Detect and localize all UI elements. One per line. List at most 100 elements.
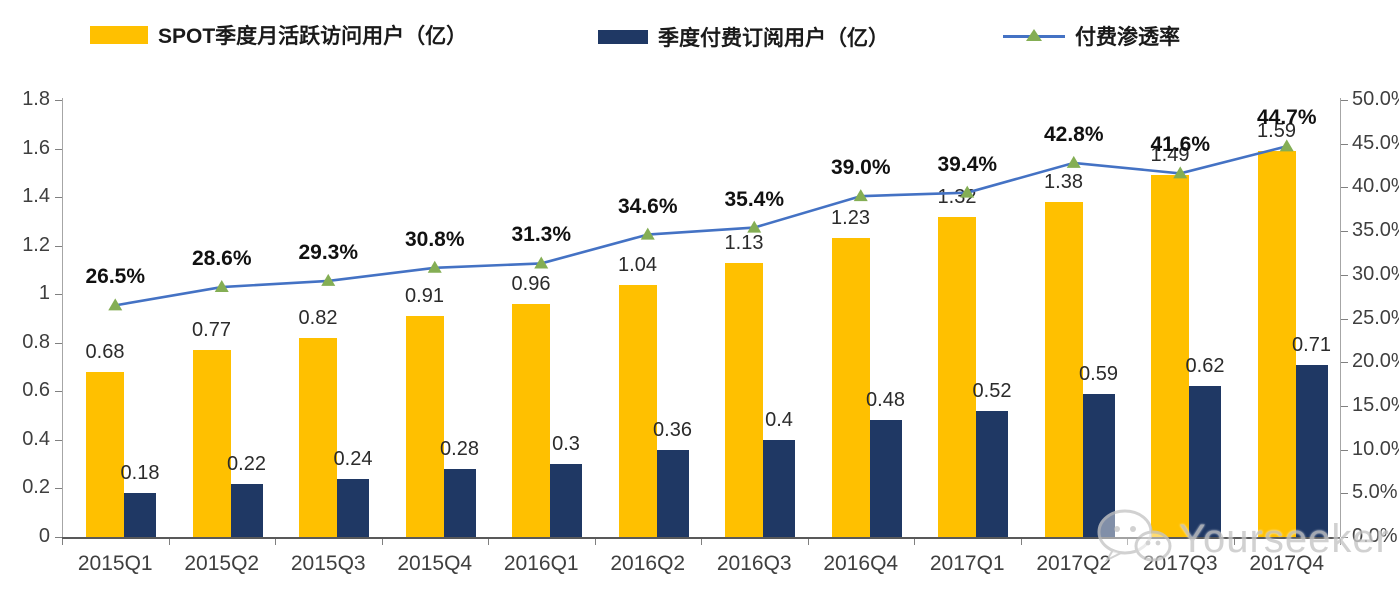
mau-bar: [618, 284, 657, 537]
wechat-icon: [1097, 509, 1172, 563]
penetration-rate-label: 29.3%: [298, 240, 359, 264]
mau-value-label: 0.96: [511, 272, 551, 295]
left-axis-tick: [55, 294, 62, 296]
subscribers-bar: [656, 449, 689, 537]
subscribers-legend-swatch: [598, 30, 648, 44]
penetration-rate-label: 34.6%: [617, 194, 678, 218]
x-axis-label: 2015Q1: [77, 552, 153, 575]
left-axis-tick-label: 1.8: [22, 88, 50, 110]
left-axis-tick-label: 0.2: [22, 476, 50, 499]
subscribers-value-label: 0.28: [440, 438, 479, 461]
x-axis-tick: [701, 539, 702, 545]
subscribers-value-label: 0.71: [1292, 333, 1331, 356]
triangle-marker-icon: [640, 227, 655, 240]
x-axis-tick: [168, 539, 170, 545]
subscribers-bar: [1082, 393, 1115, 537]
x-axis-tick: [381, 539, 383, 545]
mau-bar: [831, 238, 870, 537]
subscribers-legend-label: 季度付费订阅用户（亿）: [658, 27, 889, 50]
penetration-rate-label: 31.3%: [511, 223, 572, 247]
x-axis-tick: [594, 539, 596, 545]
subscribers-value-label: 0.59: [1079, 362, 1118, 385]
x-axis-label: 2016Q2: [610, 552, 686, 575]
x-axis-tick: [807, 539, 809, 545]
mau-bar: [192, 350, 231, 537]
subscribers-value-label: 0.22: [227, 452, 266, 475]
subscribers-bar: [124, 493, 156, 537]
penetration-rate-label: 30.8%: [404, 227, 465, 251]
left-axis-tick: [55, 342, 62, 344]
mau-value-label: 1.32: [937, 185, 977, 208]
left-axis-tick-label: 1.4: [22, 185, 50, 208]
right-axis-line: [1340, 98, 1341, 537]
left-axis-tick: [55, 100, 62, 101]
x-axis-label: 2017Q1: [929, 552, 1005, 575]
right-axis-tick: [1341, 449, 1348, 451]
right-axis-tick-label: 50.0%: [1352, 88, 1399, 110]
subscribers-bar: [550, 464, 582, 537]
triangle-marker-icon: [427, 260, 442, 273]
subscribers-bar: [1189, 386, 1221, 537]
right-axis-tick-label: 45.0%: [1352, 131, 1399, 154]
penetration-rate-label: 26.5%: [85, 265, 146, 289]
mau-bar: [512, 303, 550, 537]
subscribers-value-label: 0.48: [866, 389, 905, 412]
penetration-rate-label: 39.0%: [830, 156, 891, 180]
left-axis-tick: [55, 488, 62, 490]
right-axis-tick-label: 15.0%: [1352, 393, 1399, 416]
legend-item-mau: SPOT季度月活跃访问用户（亿）: [90, 20, 467, 50]
triangle-marker-icon: [214, 280, 229, 293]
watermark-text: Yourseeker: [1179, 516, 1390, 561]
right-axis-tick: [1341, 362, 1348, 364]
mau-bar: [86, 371, 124, 537]
right-axis-tick-label: 10.0%: [1352, 437, 1399, 460]
triangle-marker-icon: [108, 298, 123, 311]
x-axis-tick: [1233, 539, 1235, 545]
x-axis-tick: [1127, 539, 1128, 545]
penetration-rate-label: 41.6%: [1150, 133, 1211, 157]
penetration-legend-marker: [1003, 26, 1065, 46]
right-axis-tick: [1341, 143, 1348, 145]
mau-bar: [405, 316, 444, 537]
left-axis-tick: [55, 245, 62, 247]
right-axis-tick-label: 30.0%: [1352, 262, 1399, 285]
mau-bar: [299, 337, 337, 537]
subscribers-bar: [443, 469, 476, 537]
left-axis-tick: [55, 537, 62, 538]
triangle-marker-icon: [853, 189, 868, 202]
mau-bar: [1044, 201, 1083, 537]
triangle-marker-icon: [534, 256, 549, 269]
x-axis-label: 2016Q3: [716, 552, 792, 575]
left-axis-tick-label: 1.6: [22, 136, 50, 159]
mau-value-label: 1.59: [1257, 119, 1296, 142]
mau-value-label: 0.91: [405, 285, 444, 308]
subscribers-bar: [337, 478, 369, 537]
mau-bar: [1151, 175, 1189, 537]
left-axis-tick-label: 1: [38, 282, 50, 305]
mau-value-label: 0.82: [298, 306, 338, 329]
x-axis-tick: [488, 539, 489, 545]
penetration-rate-label: 35.4%: [724, 187, 785, 211]
mau-value-label: 1.38: [1044, 170, 1083, 193]
mau-value-label: 0.77: [192, 319, 231, 342]
right-axis-tick: [1341, 231, 1348, 233]
subscribers-bar: [1295, 364, 1328, 537]
mau-bar: [725, 262, 763, 537]
left-axis-tick: [55, 148, 62, 150]
left-axis-tick: [55, 439, 62, 441]
subscribers-value-label: 0.3: [552, 433, 580, 456]
x-axis-line: [62, 537, 1340, 539]
left-axis-tick: [55, 391, 62, 393]
subscribers-bar: [976, 410, 1008, 537]
x-axis-label: 2015Q3: [290, 552, 366, 575]
penetration-legend-label: 付费渗透率: [1075, 26, 1180, 49]
mau-value-label: 0.68: [85, 340, 125, 363]
left-axis-tick-label: 0: [38, 525, 50, 547]
penetration-rate-label: 42.8%: [1043, 122, 1104, 146]
mau-value-label: 1.23: [831, 207, 870, 230]
x-axis-label: 2017Q2: [1036, 552, 1112, 575]
subscribers-bar: [230, 483, 263, 537]
triangle-marker-icon: [1026, 29, 1042, 41]
subscribers-bar: [763, 439, 795, 537]
